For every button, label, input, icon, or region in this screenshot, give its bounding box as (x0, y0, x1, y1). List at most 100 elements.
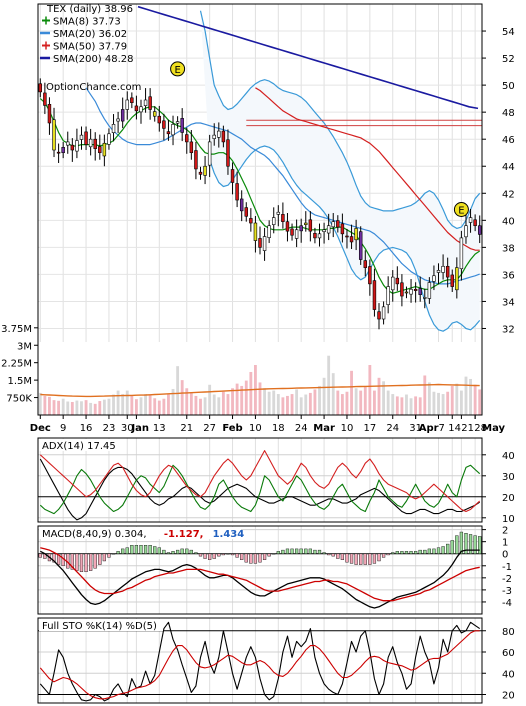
volume-bar (304, 394, 308, 415)
bollinger-lower-line (209, 145, 481, 332)
macd-histogram-bar (331, 553, 335, 557)
candle-body (143, 99, 148, 106)
adx-series-2 (39, 450, 481, 513)
macd-ytick-label-4: -2 (502, 574, 512, 585)
candle-body (217, 130, 221, 138)
volume-bar (139, 397, 143, 415)
macd-histogram-bar (354, 553, 358, 565)
macd-histogram-bar (436, 547, 441, 554)
macd-histogram-bar (464, 533, 468, 554)
adx-title: ADX(14) 17.45 (42, 441, 116, 452)
volume-bar (395, 396, 399, 415)
volume-bar (391, 394, 395, 415)
candle-body (391, 276, 395, 291)
macd-histogram-bar (70, 553, 74, 570)
candle-body (368, 266, 372, 285)
earnings-marker-icon (453, 202, 469, 218)
sto-series-1 (39, 630, 480, 700)
macd-histogram-bar (134, 545, 139, 554)
candle-body (290, 228, 294, 236)
volume-bar (194, 395, 198, 415)
volume-bar (80, 401, 83, 415)
candle-body (336, 220, 340, 228)
candle-body (281, 214, 285, 222)
price-panel-frame (37, 3, 483, 416)
x-tick-label-21: 21 (461, 423, 474, 434)
volume-bar (327, 355, 331, 415)
macd-histogram-bar (89, 553, 93, 571)
x-tick-label-17: 31 (409, 423, 422, 434)
candle-body (404, 291, 409, 294)
candle-body (75, 140, 79, 152)
macd-histogram-bar (125, 547, 129, 554)
macd-histogram-bar (221, 553, 226, 556)
candle-body (436, 270, 441, 273)
volume-bar (66, 401, 70, 415)
macd-histogram-bar (432, 548, 436, 554)
x-tick-label-13: Mar (313, 423, 335, 434)
candle-body (102, 142, 107, 157)
volume-bar (93, 403, 97, 415)
x-tick-label-0: Dec (30, 423, 51, 434)
macd-histogram-bar (427, 548, 431, 554)
macd-histogram-bar (395, 551, 399, 554)
candle-body (386, 286, 390, 305)
volume-bar (272, 390, 276, 415)
macd-histogram-bar (38, 553, 42, 558)
candle-body (400, 282, 404, 297)
candle-body (258, 238, 262, 248)
candle-body (162, 120, 166, 129)
macd-histogram-bar (322, 552, 326, 554)
candle-body (253, 222, 258, 241)
volume-bar (473, 384, 477, 415)
adx-ytick-label-1: 20 (502, 493, 515, 504)
macd-histogram-bar (157, 547, 161, 554)
macd-histogram-bar (400, 551, 404, 554)
volume-bar (464, 376, 468, 415)
candle-body (272, 217, 276, 225)
macd-title-part-2: 1.434 (213, 529, 245, 540)
sto-panel-frame (37, 617, 483, 704)
candle-body (226, 139, 230, 167)
volume-bar (43, 395, 47, 415)
macd-ytick-label-1: 1 (502, 538, 508, 549)
macd-histogram-bar (148, 545, 152, 554)
candle-body (267, 225, 271, 238)
macd-histogram-bar (111, 553, 116, 555)
volume-bar (354, 388, 358, 415)
volume-bar (386, 390, 390, 415)
candle-body (111, 124, 116, 134)
candle-body (427, 282, 432, 299)
volume-bar (217, 397, 221, 415)
volume-bar (249, 371, 253, 415)
volume-bar (299, 397, 303, 415)
candle-body (349, 236, 354, 243)
candle-body (285, 221, 290, 232)
volume-bar (221, 391, 225, 415)
macd-histogram-bar (336, 553, 340, 559)
candle-body (299, 225, 303, 232)
macd-histogram-bar (230, 553, 235, 556)
volume-bar (450, 385, 454, 415)
candle-body (340, 223, 345, 235)
volume-bar (148, 395, 152, 415)
candle-body (107, 133, 111, 145)
candle-body (455, 267, 459, 291)
x-tick-label-11: 18 (272, 423, 285, 434)
macd-histogram-bar (166, 552, 171, 554)
volume-bar (263, 388, 266, 415)
volume-ytick-label-3: 3M (17, 341, 32, 352)
macd-histogram-bar (304, 548, 308, 554)
volume-bar (157, 400, 161, 415)
candle-body (409, 288, 413, 295)
candle-body (313, 232, 317, 239)
volume-bar (340, 394, 344, 415)
candle-body (276, 211, 281, 215)
volume-bar (345, 391, 349, 415)
price-ytick-label-7: 46 (502, 135, 515, 146)
adx-title-bg (39, 439, 121, 451)
volume-bar (212, 394, 216, 415)
candle-body (134, 105, 139, 112)
macd-histogram-bar (121, 548, 125, 554)
sma50-line (255, 87, 480, 251)
